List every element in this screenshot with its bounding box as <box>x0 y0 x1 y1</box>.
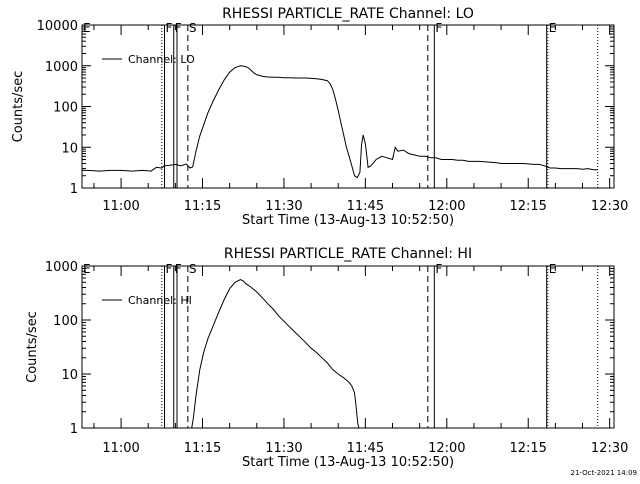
footer-timestamp: 21-Oct-2021 14:09 <box>571 469 637 477</box>
y-axis-label: Counts/sec <box>11 71 26 143</box>
chart-panel-lo: RHESSI PARTICLE_RATE Channel: LO 1 10 100 10… <box>11 6 628 228</box>
y-tick-label: 1 <box>70 182 78 197</box>
y-tick-label: 10 <box>61 141 78 156</box>
y-tick-label: 1000 <box>45 60 78 75</box>
y-tick-label: 10000 <box>37 19 78 34</box>
event-marker-label: E <box>549 262 557 276</box>
x-tick-label: 11:15 <box>184 199 221 214</box>
x-tick-label: 11:15 <box>184 441 221 456</box>
event-marker-label: F <box>166 262 173 276</box>
event-marker-label: F <box>175 21 182 35</box>
y-tick-label: 10 <box>61 368 78 383</box>
y-tick-label: 100 <box>53 314 78 329</box>
series-line <box>82 65 598 179</box>
x-tick-label: 12:15 <box>509 441 546 456</box>
y-tick-label: 1 <box>70 422 78 437</box>
event-marker-label: F <box>166 21 173 35</box>
chart-title: RHESSI PARTICLE_RATE Channel: LO <box>222 6 474 22</box>
x-tick-label: 12:30 <box>591 441 628 456</box>
event-marker-label: S <box>189 262 197 276</box>
x-axis-label: Start Time (13-Aug-13 10:52:50) <box>242 455 454 470</box>
x-tick-label: 11:45 <box>347 441 384 456</box>
event-marker-label: S <box>189 21 197 35</box>
x-tick-label: 12:15 <box>509 199 546 214</box>
event-marker-label: F <box>435 21 442 35</box>
x-tick-label: 12:00 <box>428 199 465 214</box>
y-axis-label: Counts/sec <box>25 311 40 383</box>
event-marker-label: E <box>83 262 91 276</box>
x-tick-label: 11:00 <box>102 441 139 456</box>
series-line <box>191 279 360 429</box>
x-tick-label: 11:30 <box>265 199 302 214</box>
x-tick-label: 12:30 <box>591 199 628 214</box>
legend-label: Channel: HI <box>128 294 192 307</box>
y-tick-label: 1000 <box>45 260 78 275</box>
event-marker-label: F <box>175 262 182 276</box>
event-marker-label: E <box>83 21 91 35</box>
x-tick-label: 12:00 <box>428 441 465 456</box>
event-marker-label: F <box>435 262 442 276</box>
x-tick-label: 11:30 <box>265 441 302 456</box>
y-tick-label: 100 <box>53 101 78 116</box>
chart-panel-hi: RHESSI PARTICLE_RATE Channel: HI 1 10 100 10… <box>25 246 628 470</box>
x-tick-label: 11:00 <box>102 199 139 214</box>
legend-label: Channel: LO <box>128 53 195 66</box>
x-tick-label: 11:45 <box>347 199 384 214</box>
x-axis-label: Start Time (13-Aug-13 10:52:50) <box>242 213 454 228</box>
chart-title: RHESSI PARTICLE_RATE Channel: HI <box>224 246 472 262</box>
event-marker-label: E <box>549 21 557 35</box>
